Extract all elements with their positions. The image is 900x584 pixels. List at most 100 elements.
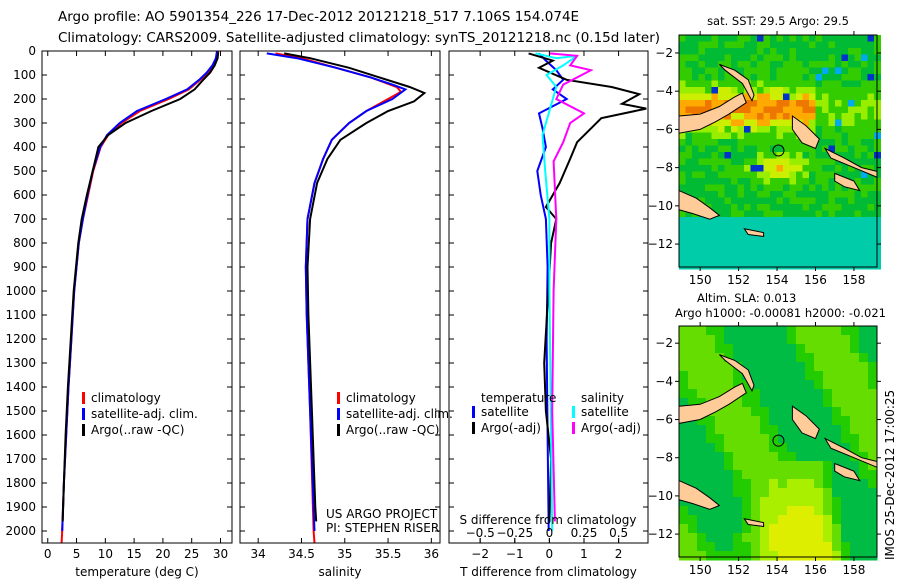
map-cell	[815, 249, 823, 257]
map-cell	[802, 158, 810, 166]
map-cell	[815, 204, 823, 211]
map-cell	[763, 171, 771, 179]
map-cell	[711, 184, 719, 192]
map-cell	[776, 230, 784, 237]
map-cell	[828, 217, 836, 224]
map-cell	[814, 524, 824, 534]
map-cell	[859, 344, 869, 354]
map-cell	[679, 256, 686, 263]
map-cell	[763, 74, 771, 81]
map-cell	[848, 87, 855, 94]
map-cell	[787, 335, 797, 345]
map-cell	[692, 249, 699, 257]
map-cell	[744, 54, 751, 62]
map-cell	[760, 389, 770, 399]
map-cell	[814, 461, 824, 471]
map-cell	[823, 479, 833, 489]
map-cell	[868, 434, 878, 444]
map-cell	[796, 335, 806, 345]
map-cell	[861, 145, 868, 153]
map-cell	[854, 100, 862, 107]
map-cell	[731, 132, 738, 140]
map-cell	[789, 262, 797, 270]
map-cell	[850, 551, 860, 561]
map-cell	[711, 158, 719, 166]
map-cell	[778, 434, 788, 444]
map-cell	[841, 223, 849, 231]
map-cell	[796, 398, 806, 408]
map-cell	[706, 425, 716, 435]
map-cell	[778, 407, 788, 417]
map-cell	[705, 87, 712, 94]
map-cell	[796, 80, 803, 88]
map-cell	[859, 389, 869, 399]
map-cell	[744, 145, 751, 153]
map-cell	[763, 256, 771, 263]
map-cell	[783, 204, 790, 211]
map-cell	[822, 119, 829, 127]
land-outline	[791, 115, 820, 150]
map-cell	[679, 353, 689, 363]
map-cell	[751, 434, 761, 444]
map-cell	[778, 452, 788, 462]
map-cell	[751, 506, 761, 516]
map-cell	[770, 61, 777, 68]
map-cell	[706, 434, 716, 444]
map-cell	[757, 126, 764, 133]
land-outline	[678, 382, 747, 425]
map-cell	[835, 106, 842, 114]
map-cell	[828, 119, 836, 127]
map-cell	[769, 335, 779, 345]
map-cell	[744, 197, 751, 205]
map-cell	[783, 197, 790, 205]
map-cell	[822, 249, 829, 257]
map-cell	[763, 126, 771, 133]
map-cell	[763, 204, 771, 211]
map-cell	[848, 197, 855, 205]
map-cell	[744, 152, 751, 159]
map-cell	[705, 223, 712, 231]
map-cell	[705, 139, 712, 146]
map-cell	[854, 223, 862, 231]
map-cell	[832, 371, 842, 381]
map-cell	[733, 443, 743, 453]
map-cell	[742, 506, 752, 516]
map-cell	[697, 326, 707, 336]
map-cell	[679, 165, 686, 172]
map-cell	[835, 217, 842, 224]
map-cell	[692, 217, 699, 224]
map-cell	[848, 139, 855, 146]
map-cell	[692, 152, 699, 159]
map-cell	[778, 488, 788, 498]
map-cell	[859, 335, 869, 345]
map-cell	[787, 452, 797, 462]
map-cell	[848, 35, 855, 42]
map-cell	[698, 243, 706, 250]
map-cell	[685, 262, 693, 270]
map-cell	[688, 335, 698, 345]
map-cell	[679, 236, 686, 244]
map-cell	[718, 249, 725, 257]
map-cell	[724, 326, 734, 336]
map-cell	[679, 67, 686, 75]
map-cell	[750, 243, 758, 250]
map-cell	[751, 371, 761, 381]
map-cell	[731, 217, 738, 224]
map-cell	[828, 197, 836, 205]
map-cell	[867, 35, 875, 42]
map-cell	[832, 542, 842, 552]
lon-tick-label: 150	[689, 273, 712, 287]
map-cell	[859, 380, 869, 390]
map-cell	[769, 452, 779, 462]
map-cell	[814, 434, 824, 444]
map-cell	[861, 178, 868, 185]
map-cell	[750, 48, 758, 55]
map-cell	[841, 243, 849, 250]
map-cell	[802, 35, 810, 42]
map-cell	[841, 106, 849, 114]
map-cell	[715, 380, 725, 390]
map-cell	[802, 100, 810, 107]
map-cell	[778, 335, 788, 345]
map-cell	[744, 35, 751, 42]
map-cell	[737, 87, 745, 94]
